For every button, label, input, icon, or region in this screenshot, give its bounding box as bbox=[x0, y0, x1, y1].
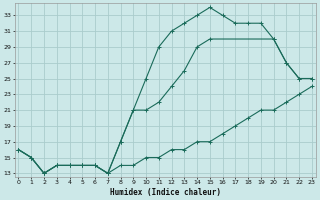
X-axis label: Humidex (Indice chaleur): Humidex (Indice chaleur) bbox=[110, 188, 221, 197]
